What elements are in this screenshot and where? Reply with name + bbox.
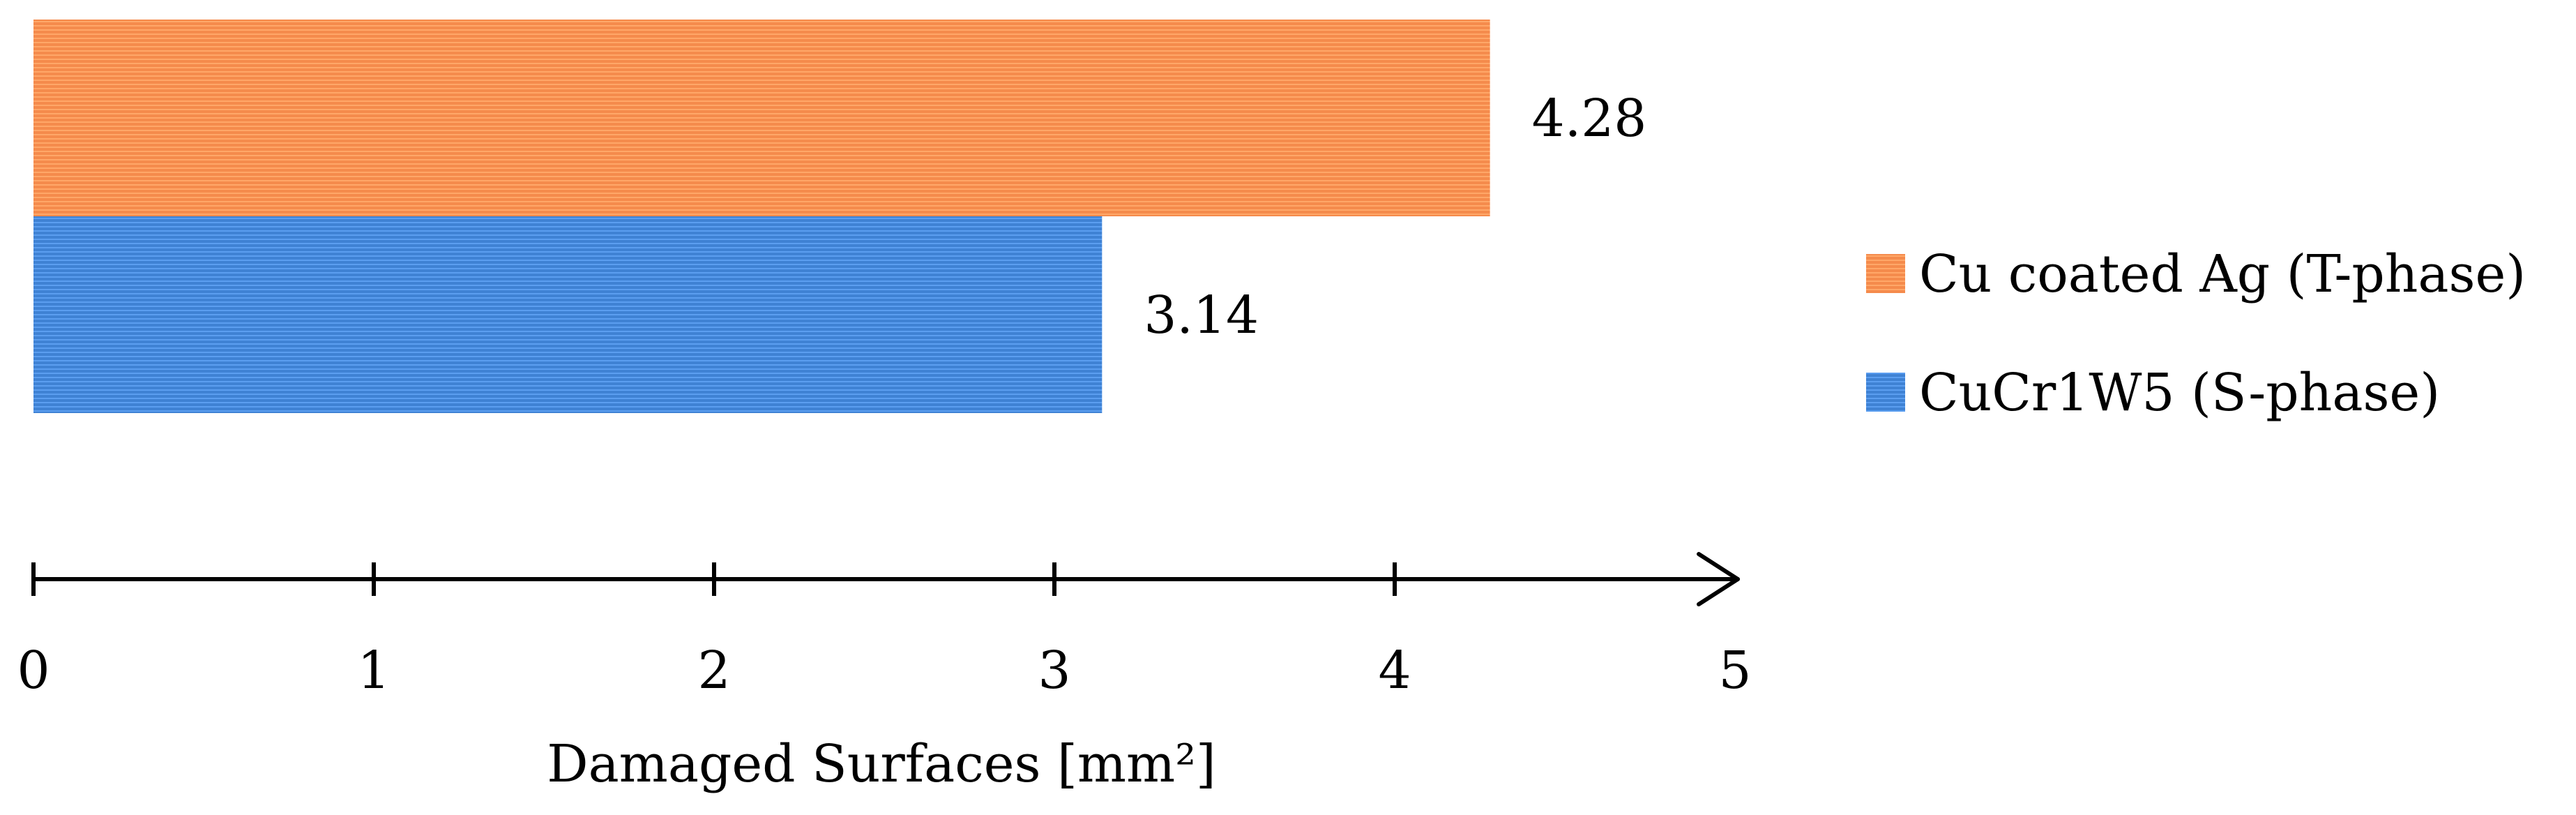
bar-cucr1w5	[33, 216, 1103, 413]
x-tick-label-2: 2	[697, 641, 730, 701]
bar-cu-coated-ag	[33, 20, 1490, 216]
legend-label-cucr1w5: CuCr1W5 (S-phase)	[1919, 363, 2440, 423]
x-tick-label-5: 5	[1718, 641, 1751, 701]
legend-label-cu-coated-ag: Cu coated Ag (T-phase)	[1919, 244, 2526, 304]
legend-swatch-cu-coated-ag	[1866, 254, 1905, 293]
legend: Cu coated Ag (T-phase) CuCr1W5 (S-phase)	[1866, 244, 2526, 423]
x-axis-ticks	[31, 562, 1397, 596]
data-label-cu-coated-ag: 4.28	[1532, 89, 1647, 149]
legend-swatch-cucr1w5	[1866, 373, 1905, 412]
data-labels: 4.28 3.14	[1144, 89, 1646, 345]
x-axis-tick-labels: 0 1 2 3 4 5	[17, 641, 1751, 701]
x-axis-arrowhead	[1697, 552, 1740, 606]
x-tick-label-0: 0	[17, 641, 50, 701]
bars	[33, 20, 1490, 413]
data-label-cucr1w5: 3.14	[1144, 285, 1259, 345]
x-tick-label-1: 1	[357, 641, 390, 701]
x-tick-label-3: 3	[1038, 641, 1070, 701]
x-axis: 0 1 2 3 4 5	[17, 552, 1752, 701]
x-axis-title: Damaged Surfaces [mm²]	[547, 734, 1216, 794]
x-tick-label-4: 4	[1378, 641, 1411, 701]
